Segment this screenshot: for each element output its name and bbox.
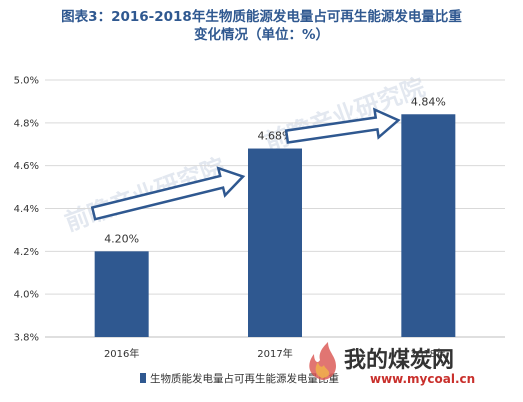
- data-label: 4.20%: [104, 232, 139, 245]
- legend-label: 生物质能发电量占可再生能源发电量比重: [150, 372, 339, 385]
- x-tick-label: 2018年: [411, 347, 446, 360]
- y-tick-label: 4.0%: [14, 290, 39, 301]
- y-tick-label: 3.8%: [14, 333, 39, 344]
- chart-title-line-2: 变化情况（单位：%）: [193, 27, 330, 43]
- y-tick-label: 4.8%: [14, 118, 39, 129]
- trend-arrow-icon: [90, 166, 246, 221]
- x-tick-label: 2017年: [257, 347, 292, 360]
- data-label: 4.84%: [411, 95, 446, 108]
- bar: [94, 251, 149, 337]
- y-tick-label: 5.0%: [14, 76, 39, 87]
- data-label: 4.68%: [258, 130, 293, 143]
- y-tick-label: 4.2%: [14, 247, 39, 258]
- chart-title-line-1: 图表3：2016-2018年生物质能源发电量占可再生能源发电量比重: [61, 9, 462, 25]
- x-tick-label: 2016年: [104, 347, 139, 360]
- bar: [401, 114, 456, 338]
- y-tick-label: 4.6%: [14, 161, 39, 172]
- bar: [248, 148, 302, 337]
- legend-swatch: [140, 373, 146, 383]
- y-tick-label: 4.4%: [14, 204, 39, 215]
- trend-arrow-icon: [284, 107, 401, 144]
